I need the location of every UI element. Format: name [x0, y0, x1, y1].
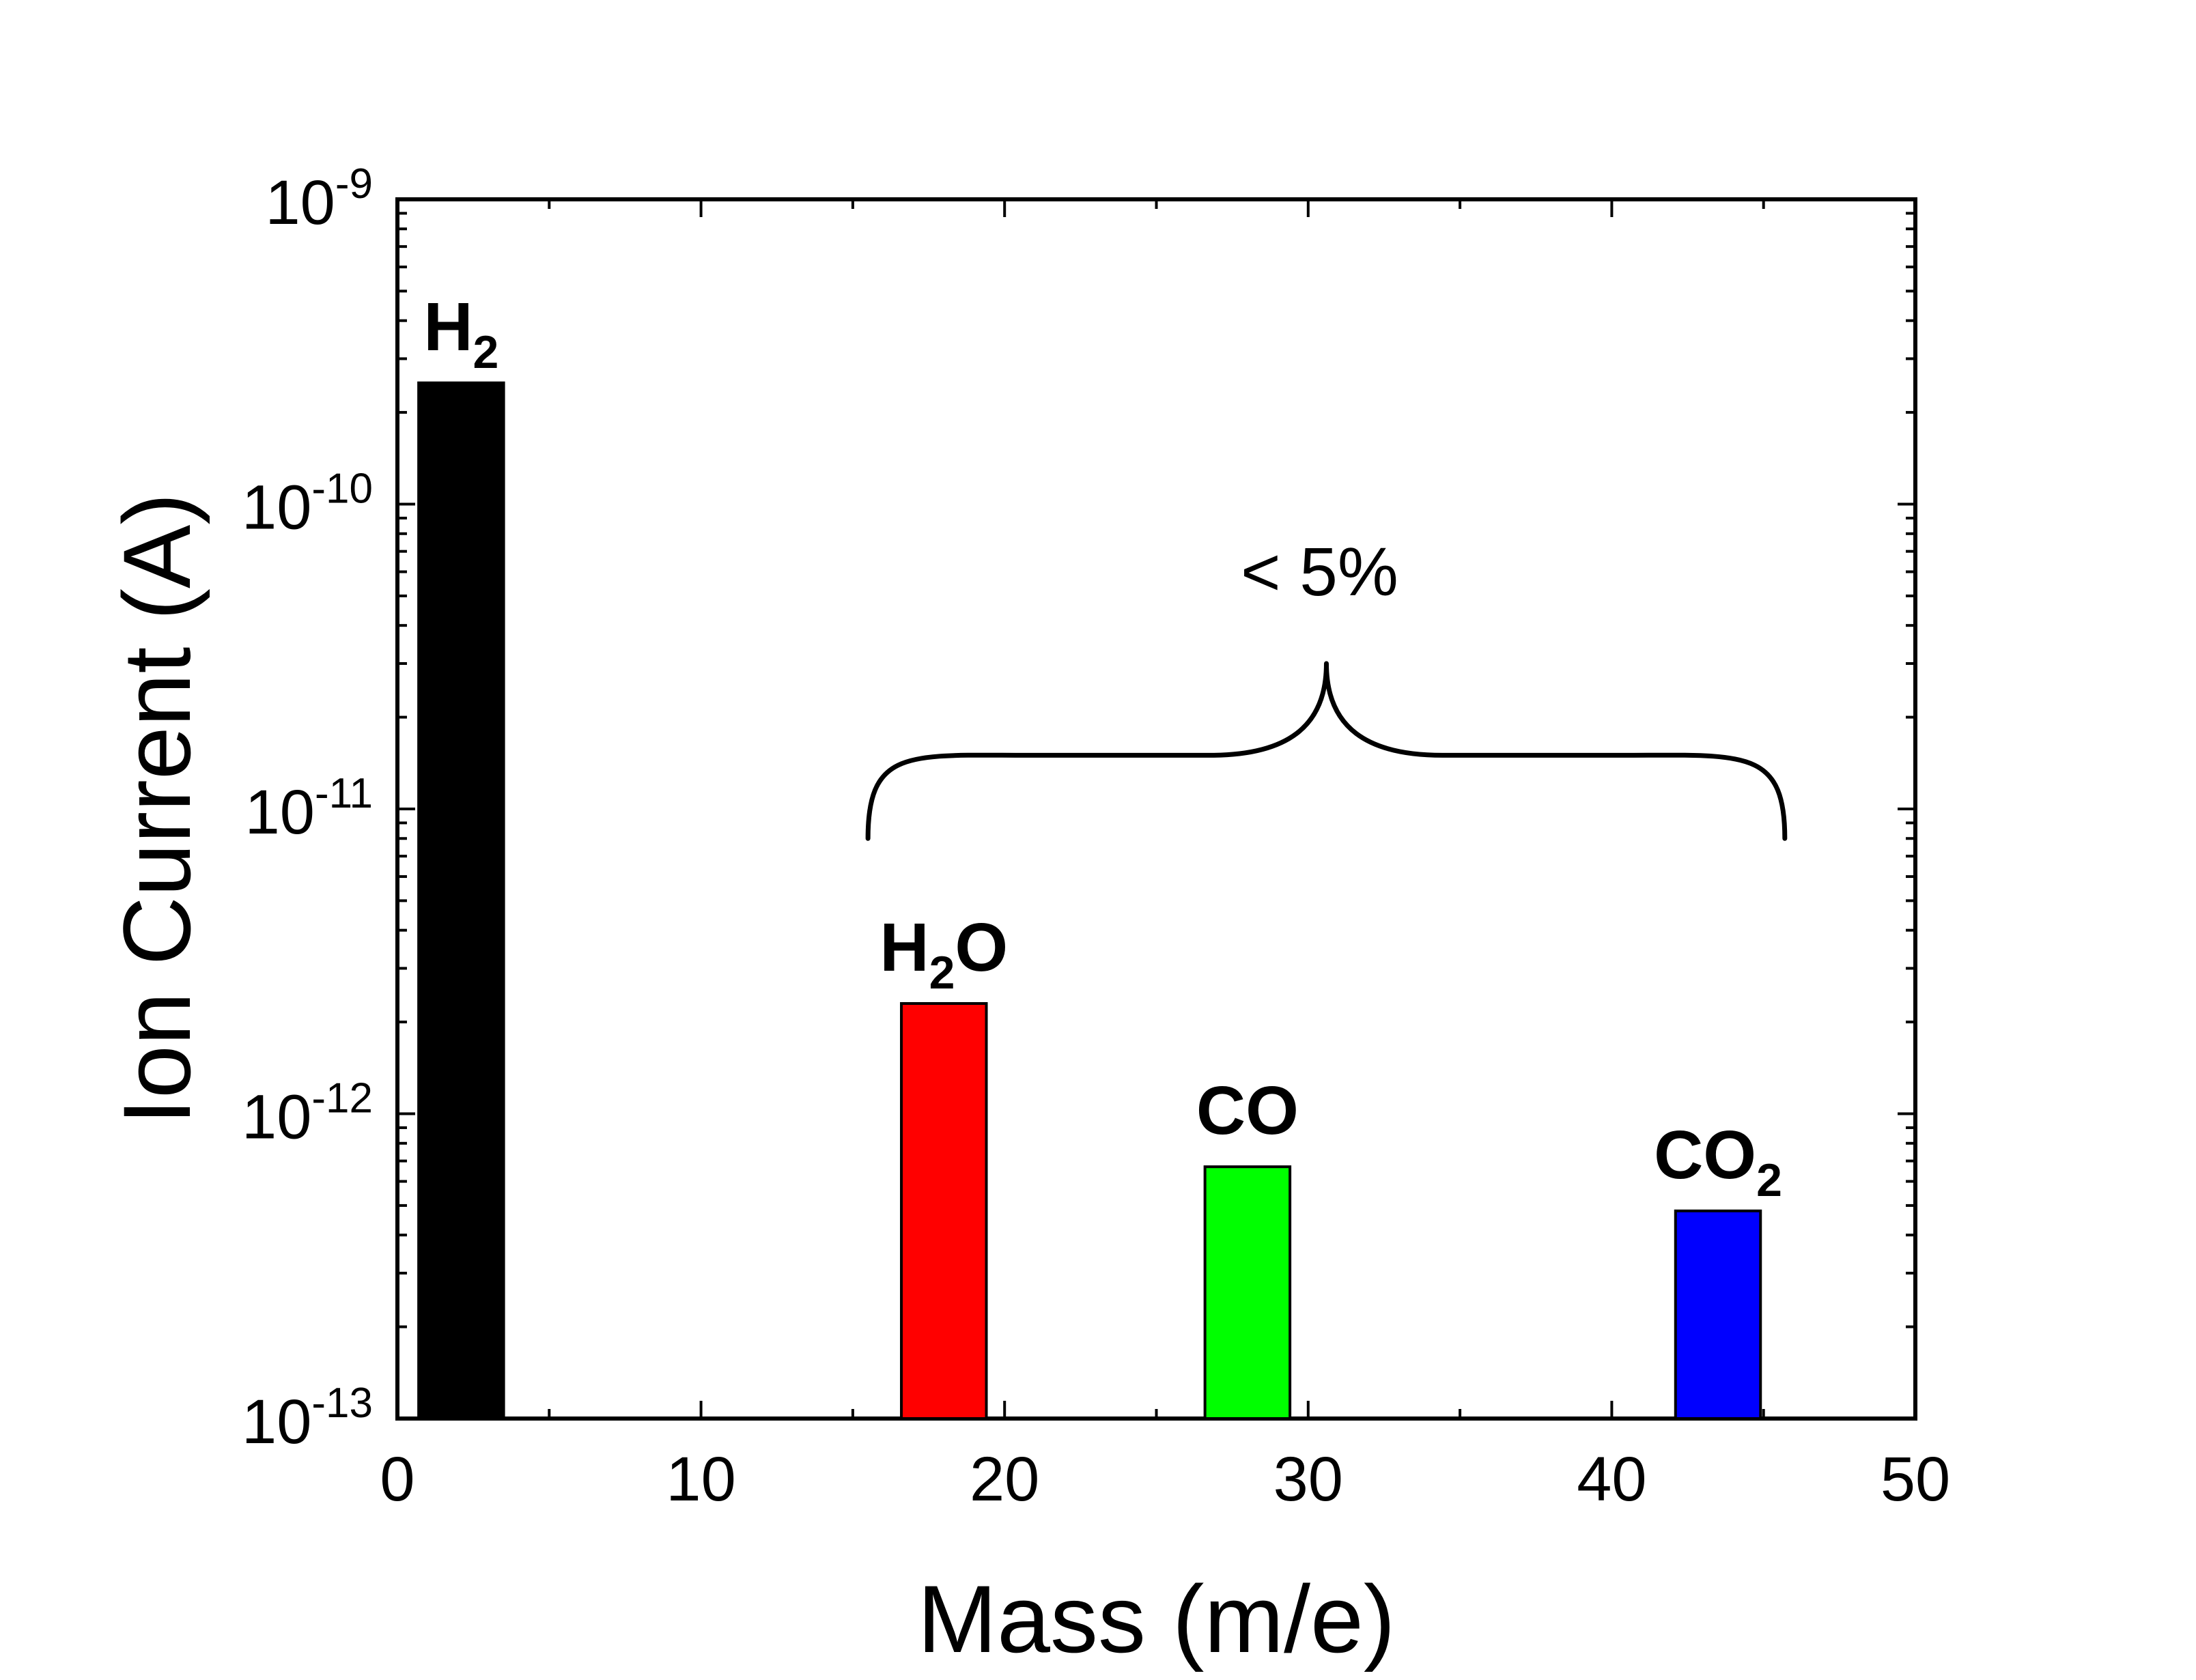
x-tick-label: 0: [380, 1444, 414, 1514]
ticks-layer: [397, 199, 1915, 1419]
bar-co2: [1674, 1209, 1762, 1421]
y-tick-label: 10-12: [242, 1075, 373, 1152]
x-axis-title: Mass (m/e): [918, 1565, 1396, 1672]
bar-labels-layer: H2 H2O CO CO2: [423, 289, 1782, 1206]
y-tick-label: 10-11: [245, 770, 373, 847]
bar-co: [1203, 1165, 1292, 1420]
x-tick-label: 30: [1273, 1444, 1343, 1514]
bar-h2: [417, 381, 505, 1420]
y-tick-label: 10-13: [242, 1380, 373, 1457]
annotation-brace: [865, 661, 1788, 841]
bar-label-co: CO: [1196, 1072, 1299, 1149]
x-tick-label: 10: [666, 1444, 735, 1514]
bar-h2o: [900, 1001, 988, 1420]
y-tick-label: 10-9: [266, 160, 373, 238]
bar-label-h2o: H2O: [879, 909, 1008, 999]
bar-label-h2: H2: [423, 289, 498, 378]
annotation-layer: < 5%: [865, 534, 1788, 841]
y-axis-title: Ion Current (A): [103, 493, 210, 1125]
bars-layer: [417, 381, 1762, 1421]
annotation-label: < 5%: [1241, 534, 1398, 610]
x-tick-label: 20: [970, 1444, 1039, 1514]
x-tick-label: 40: [1577, 1444, 1646, 1514]
x-tick-label: 50: [1881, 1444, 1950, 1514]
bar-label-co2: CO2: [1654, 1117, 1782, 1206]
y-tick-label: 10-10: [242, 466, 373, 543]
tick-labels-layer: 0 10 20 30 40 50 10-13 10-12 10-11 10-10 10-9: [242, 160, 1950, 1514]
